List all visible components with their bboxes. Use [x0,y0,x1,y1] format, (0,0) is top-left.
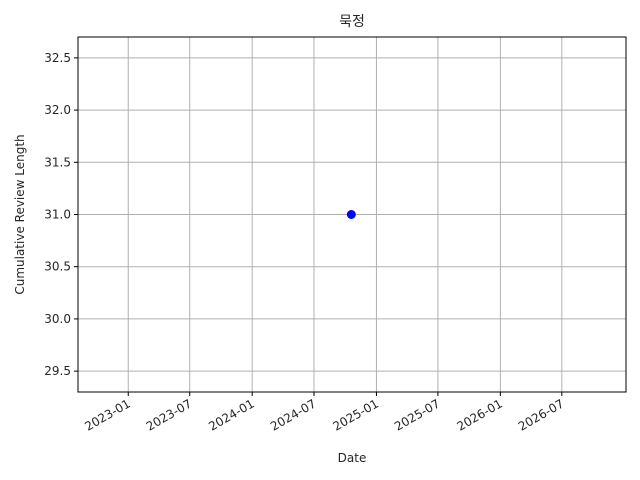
chart-title: 묵정 [339,14,365,30]
data-points [346,210,356,219]
y-tick-label: 30.5 [44,260,71,274]
x-tick-label: 2026-01 [454,396,504,433]
y-tick-label: 32.0 [44,103,71,117]
x-tick-label: 2025-07 [392,396,442,433]
y-tick-label: 30.0 [44,312,71,326]
x-tick-label: 2025-01 [331,396,381,433]
y-axis-ticks: 29.5 30.0 30.5 31.0 31.5 32.0 32.5 [44,51,78,378]
y-tick-label: 31.5 [44,155,71,169]
grid [78,37,626,392]
x-tick-label: 2023-07 [144,396,194,433]
x-tick-label: 2023-01 [82,396,132,433]
x-tick-label: 2026-07 [516,396,566,433]
x-tick-label: 2024-01 [206,396,256,433]
data-point [346,210,356,219]
x-axis-label: Date [338,451,367,465]
x-tick-label: 2024-07 [268,396,318,433]
y-tick-label: 32.5 [44,51,71,65]
y-tick-label: 29.5 [44,364,71,378]
x-axis-ticks: 2023-01 2023-07 2024-01 2024-07 2025-01 2025-… [82,392,566,434]
y-tick-label: 31.0 [44,208,71,222]
y-axis-label: Cumulative Review Length [13,134,27,294]
